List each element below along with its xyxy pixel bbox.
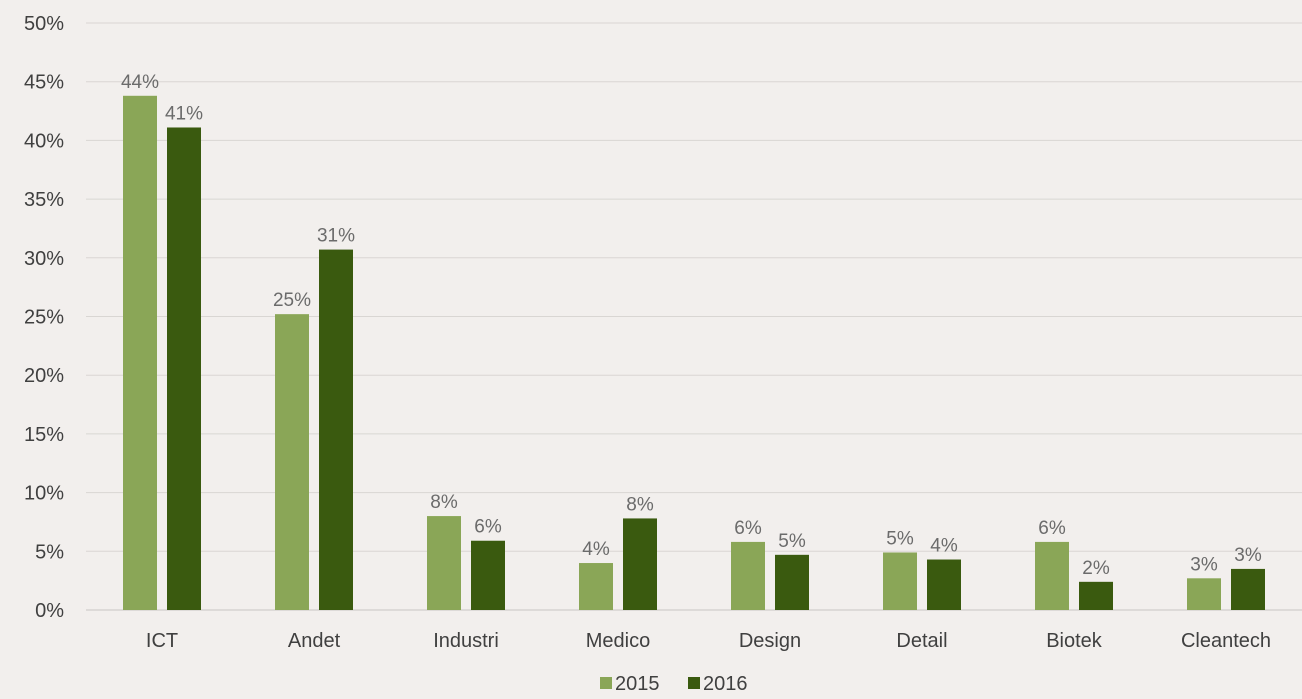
- bar-2015-cleantech: [1187, 578, 1221, 610]
- x-category-label: ICT: [146, 630, 178, 652]
- data-labels: 44% 41% 25% 31% 8% 6% 4% 8% 6% 5% 5% 4% 6% 2% 3% 3%: [121, 72, 1262, 579]
- bar-2015-design: [731, 541, 765, 610]
- y-tick-label: 15%: [24, 424, 64, 446]
- data-label: 8%: [430, 492, 458, 513]
- x-category-label: Detail: [896, 630, 947, 652]
- data-label: 5%: [886, 528, 914, 549]
- data-label: 25%: [273, 290, 311, 311]
- data-label: 44%: [121, 72, 159, 93]
- x-category-label: Industri: [433, 630, 499, 652]
- bar-2015-biotek: [1035, 541, 1069, 610]
- y-tick-label: 45%: [24, 72, 64, 94]
- x-axis: ICT Andet Industri Medico Design Detail Biotek…: [146, 630, 1271, 652]
- y-tick-label: 50%: [24, 13, 64, 35]
- bar-2015-andet: [275, 314, 309, 610]
- legend-swatch: [688, 677, 700, 689]
- data-label: 4%: [930, 536, 958, 557]
- bar-2016-cleantech: [1231, 568, 1265, 610]
- data-label: 41%: [165, 103, 203, 124]
- y-tick-label: 30%: [24, 248, 64, 270]
- x-category-label: Andet: [288, 630, 341, 652]
- legend-label: 2016: [703, 673, 748, 695]
- y-tick-label: 10%: [24, 483, 64, 505]
- data-label: 4%: [582, 539, 610, 560]
- data-label: 2%: [1082, 558, 1110, 579]
- bar-2015-detail: [883, 552, 917, 610]
- x-category-label: Biotek: [1046, 630, 1103, 652]
- bars: [123, 95, 1265, 611]
- bar-2016-industri: [471, 540, 505, 610]
- y-tick-label: 5%: [35, 541, 64, 563]
- x-category-label: Medico: [586, 630, 650, 652]
- bar-2016-design: [775, 554, 809, 610]
- y-tick-label: 0%: [35, 600, 64, 622]
- data-label: 5%: [778, 531, 806, 552]
- y-tick-label: 25%: [24, 307, 64, 329]
- bar-2016-detail: [927, 559, 961, 610]
- y-tick-label: 20%: [24, 365, 64, 387]
- data-label: 8%: [626, 494, 654, 515]
- bar-2016-biotek: [1079, 581, 1113, 610]
- y-tick-label: 40%: [24, 130, 64, 152]
- bar-2016-ict: [167, 127, 201, 611]
- legend: 2015 2016: [600, 673, 748, 695]
- bar-2016-andet: [319, 249, 353, 610]
- bar-2015-medico: [579, 563, 613, 610]
- y-tick-label: 35%: [24, 189, 64, 211]
- data-label: 31%: [317, 226, 355, 247]
- data-label: 3%: [1234, 545, 1262, 566]
- data-label: 6%: [1038, 518, 1066, 539]
- data-label: 6%: [734, 518, 762, 539]
- bar-2015-industri: [427, 516, 461, 610]
- legend-swatch: [600, 677, 612, 689]
- bar-2016-medico: [623, 518, 657, 610]
- y-axis: 0% 5% 10% 15% 20% 25% 30% 35% 40% 45% 50%: [24, 13, 64, 622]
- bar-2015-ict: [123, 95, 157, 610]
- data-label: 3%: [1190, 554, 1218, 575]
- legend-label: 2015: [615, 673, 660, 695]
- x-category-label: Cleantech: [1181, 630, 1271, 652]
- data-label: 6%: [474, 517, 502, 538]
- x-category-label: Design: [739, 630, 801, 652]
- gridlines: [86, 22, 1302, 611]
